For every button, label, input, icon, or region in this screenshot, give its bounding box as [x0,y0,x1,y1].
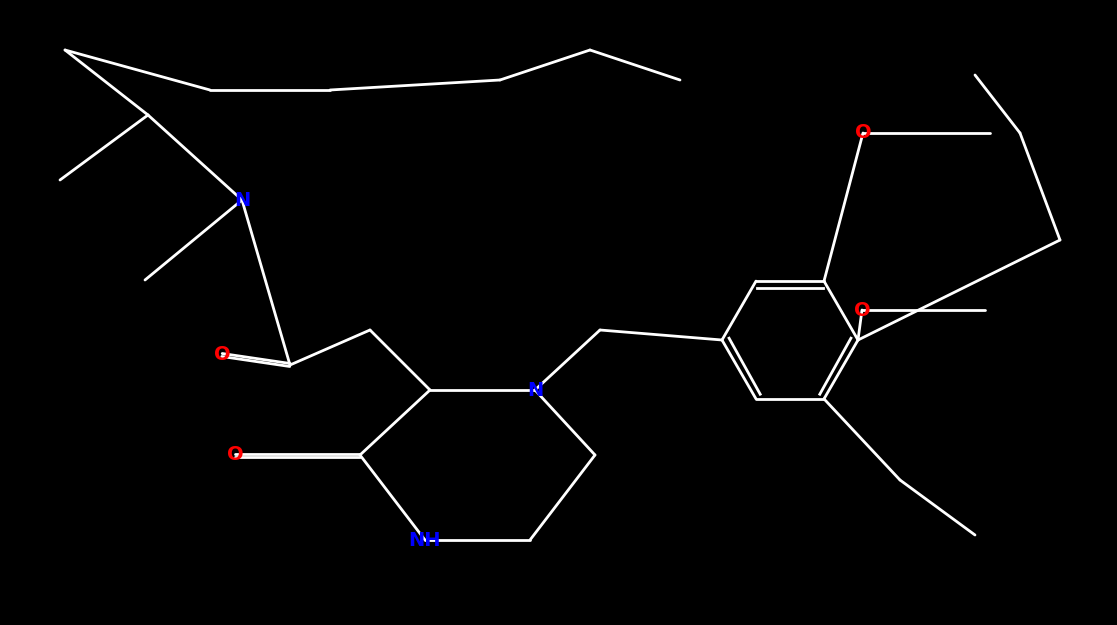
Text: O: O [855,124,871,142]
Text: O: O [853,301,870,319]
Text: NH: NH [409,531,441,549]
Text: O: O [213,346,230,364]
Text: N: N [527,381,543,399]
Text: N: N [233,191,250,209]
Text: O: O [227,446,244,464]
